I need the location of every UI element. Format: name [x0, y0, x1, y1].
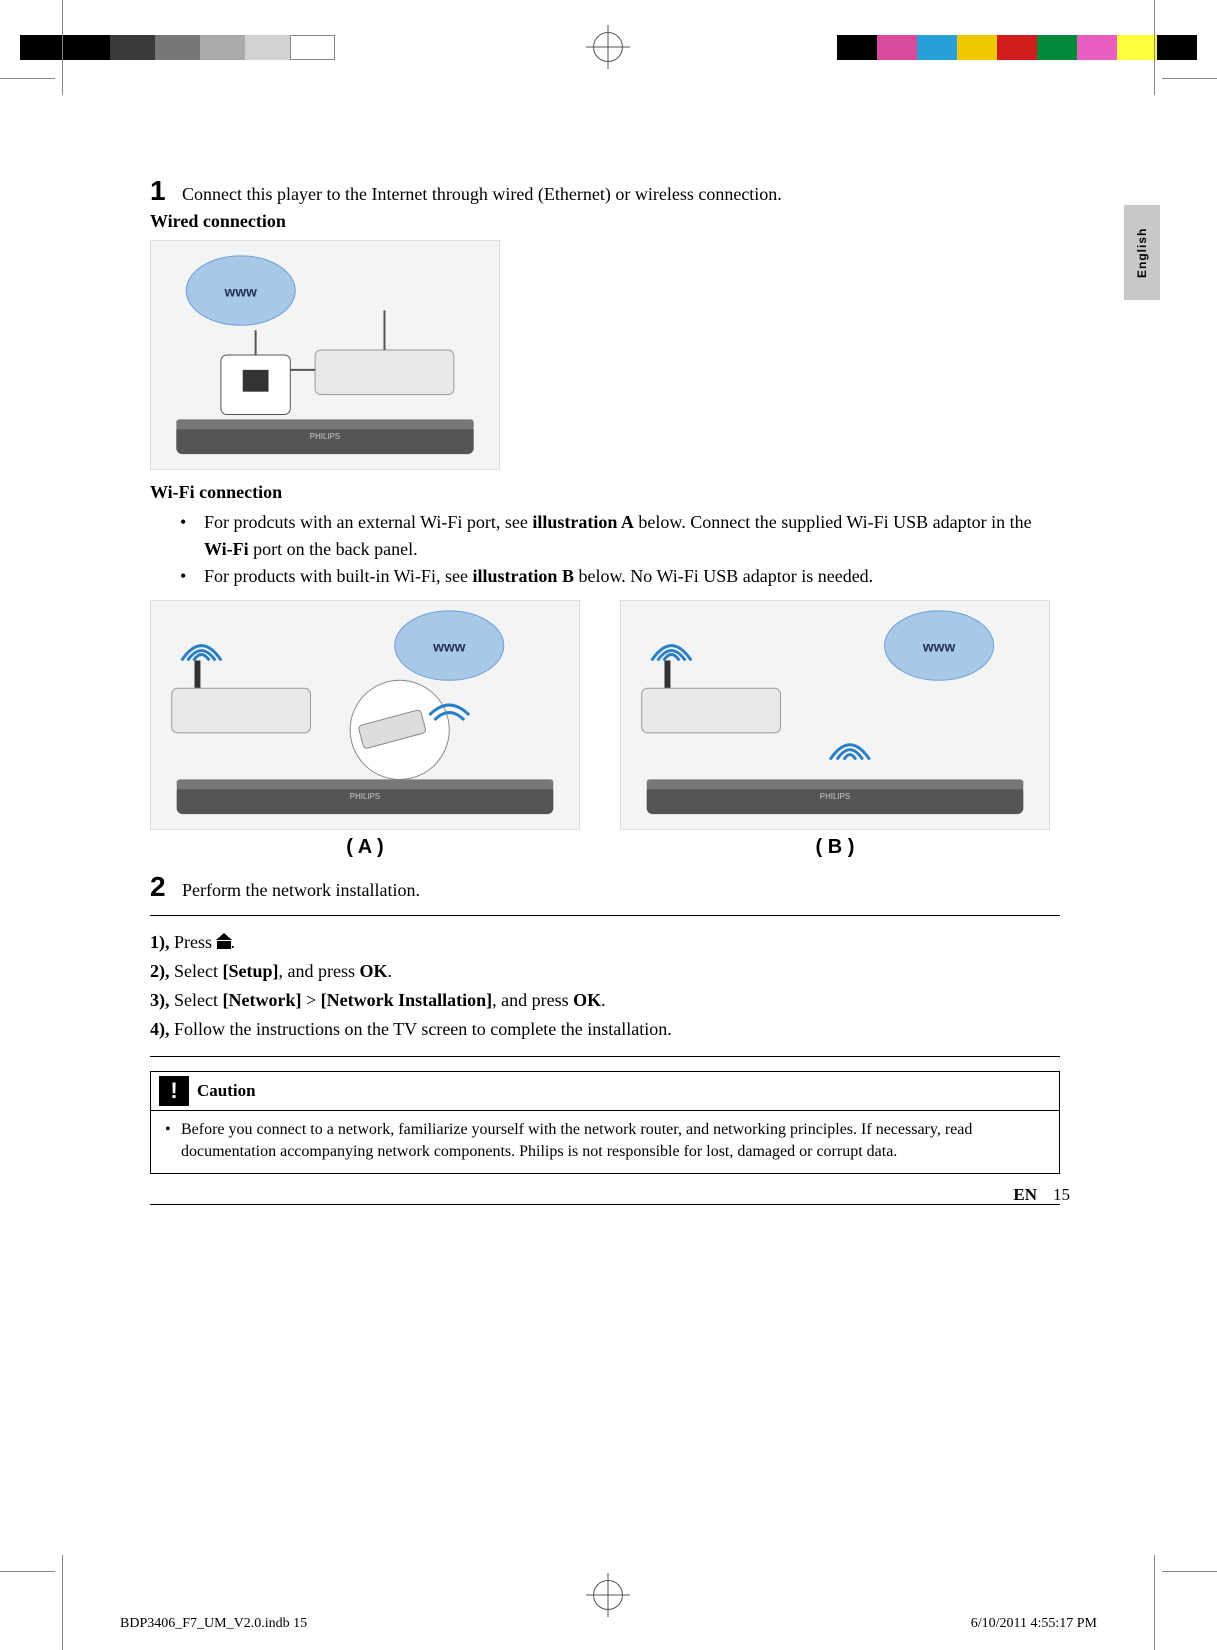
caution-body: Before you connect to a network, familia…	[151, 1111, 1059, 1164]
crop-mark	[1154, 0, 1155, 95]
illustration-a-box: www PHILIPS ( A )	[150, 600, 580, 859]
timestamp: 6/10/2011 4:55:17 PM	[971, 1616, 1097, 1632]
illustration-wired: www PHILIPS	[150, 240, 500, 470]
svg-text:PHILIPS: PHILIPS	[820, 792, 850, 801]
crop-mark	[62, 0, 63, 95]
wired-connection-diagram: www PHILIPS	[151, 241, 499, 469]
substep-2: 2), Select [Setup], and press OK.	[150, 957, 1060, 986]
svg-text:www: www	[922, 639, 956, 655]
crop-mark	[1162, 1571, 1217, 1572]
svg-text:www: www	[432, 639, 466, 655]
caution-icon: !	[159, 1076, 189, 1106]
reg-swatches-right	[837, 35, 1197, 60]
caution-text: Before you connect to a network, familia…	[165, 1119, 1045, 1164]
illustration-a: www PHILIPS	[150, 600, 580, 830]
wifi-heading: Wi-Fi connection	[150, 482, 1060, 503]
crop-mark	[1154, 1555, 1155, 1650]
caution-header: ! Caution	[151, 1072, 1059, 1111]
home-icon	[217, 935, 231, 949]
reg-swatches-left	[20, 35, 335, 60]
caution-box: ! Caution Before you connect to a networ…	[150, 1071, 1060, 1175]
step-text: Perform the network installation.	[182, 878, 420, 903]
svg-text:PHILIPS: PHILIPS	[350, 792, 380, 801]
registration-target-icon	[593, 1580, 623, 1610]
rule	[150, 915, 1060, 916]
text: port on the back panel.	[249, 539, 418, 559]
step-2: 2 Perform the network installation.	[150, 871, 1060, 903]
bold-text: illustration B	[472, 566, 574, 586]
file-path: BDP3406_F7_UM_V2.0.indb 15	[120, 1616, 307, 1632]
bold-text: illustration A	[532, 512, 634, 532]
substep-3: 3), Select [Network] > [Network Installa…	[150, 986, 1060, 1015]
substeps: 1), Press . 2), Select [Setup], and pres…	[150, 928, 1060, 1043]
illustration-a-label: ( A )	[150, 836, 580, 859]
svg-text:www: www	[224, 284, 258, 300]
bullet-item: For products with built-in Wi-Fi, see il…	[180, 563, 1060, 590]
wifi-bullets: For prodcuts with an external Wi-Fi port…	[180, 509, 1060, 590]
bullet-item: For prodcuts with an external Wi-Fi port…	[180, 509, 1060, 563]
step-1: 1 Connect this player to the Internet th…	[150, 175, 1060, 207]
page-content: English 1 Connect this player to the Int…	[150, 175, 1060, 1217]
substep-1: 1), Press .	[150, 928, 1060, 957]
footer-page: 15	[1053, 1185, 1070, 1204]
rule	[150, 1056, 1060, 1057]
crop-mark	[62, 1555, 63, 1650]
crop-mark	[0, 1571, 55, 1572]
step-number: 2	[150, 871, 170, 903]
language-tab: English	[1124, 205, 1160, 300]
footer-lang: EN	[1013, 1185, 1037, 1204]
text: below. Connect the supplied Wi-Fi USB ad…	[634, 512, 1032, 532]
registration-bar	[0, 20, 1217, 80]
registration-target-icon	[593, 32, 623, 62]
text: below. No Wi-Fi USB adaptor is needed.	[574, 566, 873, 586]
caution-title: Caution	[197, 1081, 256, 1101]
page-footer: EN 15	[1013, 1185, 1070, 1205]
wired-heading: Wired connection	[150, 211, 1060, 232]
step-number: 1	[150, 175, 170, 207]
crop-mark	[1162, 78, 1217, 79]
illustration-b-label: ( B )	[620, 836, 1050, 859]
text: For products with built-in Wi-Fi, see	[204, 566, 472, 586]
bold-text: Wi-Fi	[204, 539, 249, 559]
illustration-b: www PHILIPS	[620, 600, 1050, 830]
substep-4: 4), Follow the instructions on the TV sc…	[150, 1015, 1060, 1044]
text: For prodcuts with an external Wi-Fi port…	[204, 512, 532, 532]
rule	[150, 1204, 1060, 1205]
illustration-b-box: www PHILIPS ( B )	[620, 600, 1050, 859]
svg-text:PHILIPS: PHILIPS	[310, 432, 340, 441]
crop-mark	[0, 78, 55, 79]
wifi-illustrations: www PHILIPS ( A ) www	[150, 600, 1060, 859]
step-text: Connect this player to the Internet thro…	[182, 182, 782, 207]
